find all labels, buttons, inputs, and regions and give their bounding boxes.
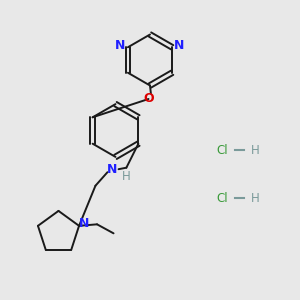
Text: H: H — [250, 191, 259, 205]
Text: Cl: Cl — [216, 191, 228, 205]
Text: H: H — [250, 143, 259, 157]
Text: N: N — [79, 217, 90, 230]
Text: Cl: Cl — [216, 143, 228, 157]
Text: O: O — [143, 92, 154, 106]
Text: N: N — [107, 163, 117, 176]
Text: N: N — [115, 39, 126, 52]
Text: N: N — [173, 39, 184, 52]
Text: H: H — [122, 170, 131, 183]
